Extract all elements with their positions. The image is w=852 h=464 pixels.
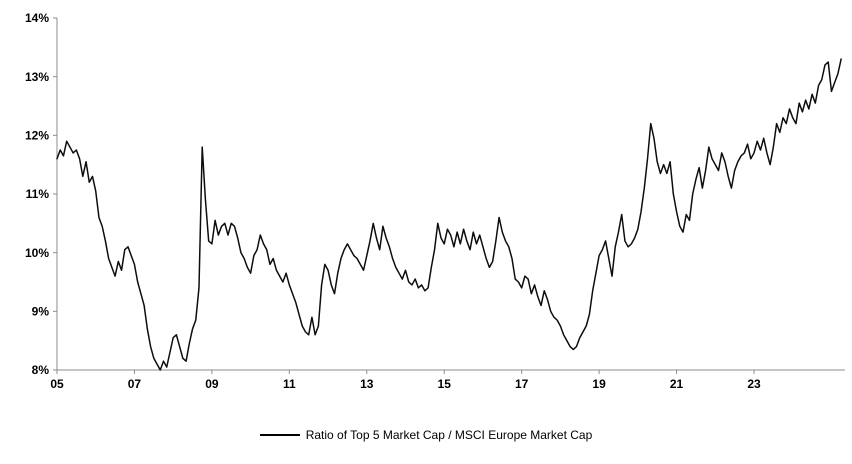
y-axis-label: 10% [25, 246, 49, 260]
series-line [56, 58, 842, 371]
chart-canvas: 8% 9% 10% 11% 12% 13% 14% 05 07 09 11 13 15 17 19 21 23 [25, 11, 845, 391]
x-axis-label: 13 [360, 377, 374, 391]
x-axis-label: 23 [747, 377, 761, 391]
y-axis-label: 9% [32, 305, 50, 319]
y-axis-label: 8% [32, 363, 50, 377]
legend-label: Ratio of Top 5 Market Cap / MSCI Europe … [305, 428, 593, 442]
x-axis-label: 11 [283, 377, 296, 391]
x-axis-label: 21 [670, 377, 684, 391]
y-axis-label: 14% [25, 11, 49, 25]
x-axis-label: 17 [515, 377, 529, 391]
x-axis-label: 19 [592, 377, 606, 391]
y-axis-label: 12% [25, 129, 49, 143]
y-axis-label: 13% [25, 70, 49, 84]
x-axis-label: 09 [205, 377, 219, 391]
y-axis-label: 11% [26, 187, 50, 201]
legend-line-swatch [259, 434, 300, 436]
x-axis-label: 15 [438, 377, 452, 391]
x-axis-label: 07 [128, 377, 142, 391]
legend: Ratio of Top 5 Market Cap / MSCI Europe … [0, 428, 852, 442]
x-axis-label: 05 [50, 377, 64, 391]
